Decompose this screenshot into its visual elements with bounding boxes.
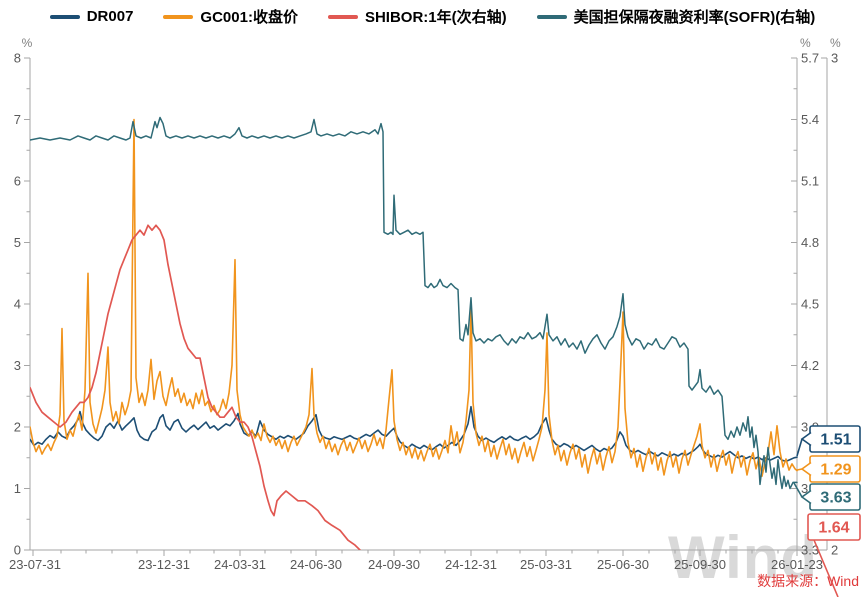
x-axis-tick-label: 25-03-31 [520,557,572,572]
x-axis-tick-label: 24-09-30 [368,557,420,572]
legend-item-1[interactable]: GC001:收盘价 [163,6,298,27]
left-axis-tick-label: 6 [14,174,21,189]
wind-watermark: Wind [668,524,819,591]
left-axis-tick-label: 4 [14,297,21,312]
x-axis-tick-label: 23-12-31 [138,557,190,572]
sofr-axis-tick-label: 4.8 [801,235,819,250]
callout-value-label: 1.64 [818,520,849,537]
callout-1.51: 1.51 [796,425,861,457]
legend-item-3[interactable]: 美国担保隔夜融资利率(SOFR)(右轴) [536,6,816,27]
x-axis-tick-label: 24-03-31 [214,557,266,572]
legend: DR007 GC001:收盘价 SHIBOR:1年(次右轴) 美国担保隔夜融资利率(S… [0,6,865,27]
series-line-0 [30,405,798,463]
left-axis-tick-label: 1 [14,481,21,496]
sofr-axis-unit: % [800,36,811,50]
sofr-axis-tick-label: 5.4 [801,112,819,127]
legend-swatch-icon [536,14,567,19]
series-lines [30,116,798,550]
left-axis-tick-label: 8 [14,51,21,66]
legend-label: 美国担保隔夜融资利率(SOFR)(右轴) [573,9,816,26]
x-axis-tick-label: 24-12-31 [445,557,497,572]
legend-swatch-icon [49,14,80,19]
sofr-axis-tick-label: 4.2 [801,358,819,373]
callout-3.63: 3.63 [793,482,861,511]
left-axis-tick-label: 0 [14,543,21,558]
left-axis-unit: % [22,36,33,50]
x-axis-tick-label: 25-09-30 [674,557,726,572]
shibor-axis-unit: % [830,36,841,50]
x-axis-tick-label: 25-06-30 [597,557,649,572]
series-line-1 [30,118,798,478]
sofr-axis-tick-label: 3.3 [801,543,819,558]
series-line-3 [30,116,798,490]
axes [29,58,828,551]
legend-label: SHIBOR:1年(次右轴) [364,9,507,26]
x-axis-tick-label: 23-07-31 [9,557,61,572]
x-axis-tick-label: 26-01-23 [771,557,823,572]
sofr-axis-tick-label: 5.7 [801,51,819,66]
left-axis-tick-label: 2 [14,420,21,435]
x-axis: 23-07-31 23-12-31 24-03-31 24-06-30 24-09-30… [9,550,823,572]
legend-item-2[interactable]: SHIBOR:1年(次右轴) [327,6,507,27]
legend-swatch-icon [163,14,194,19]
data-source-note: 数据来源：Wind [757,573,859,589]
legend-swatch-icon [327,14,358,19]
callout-1.29: 1.29 [796,455,861,483]
left-axis-tick-label: 5 [14,235,21,250]
callout-value-label: 1.51 [820,432,851,449]
left-axis-tick-label: 3 [14,358,21,373]
x-axis-tick-label: 24-06-30 [290,557,342,572]
left-axis: 8 7 6 5 4 3 2 1 0% [14,36,33,558]
series-line-2 [30,224,361,550]
legend-label: DR007 [86,8,134,25]
sofr-axis-tick-label: 5.1 [801,174,819,189]
right-axis-shibor: 3 2% [821,36,841,558]
legend-label: GC001:收盘价 [200,9,298,26]
left-axis-tick-label: 7 [14,112,21,127]
shibor-axis-tick-label: 3 [831,51,838,66]
callout-1.64: 1.64 [807,513,861,597]
legend-item-0[interactable]: DR007 [49,8,134,25]
shibor-axis-tick-label: 2 [831,543,838,558]
sofr-axis-tick-label: 4.5 [801,297,819,312]
callout-value-label: 3.63 [820,490,851,507]
callout-value-label: 1.29 [820,462,851,479]
